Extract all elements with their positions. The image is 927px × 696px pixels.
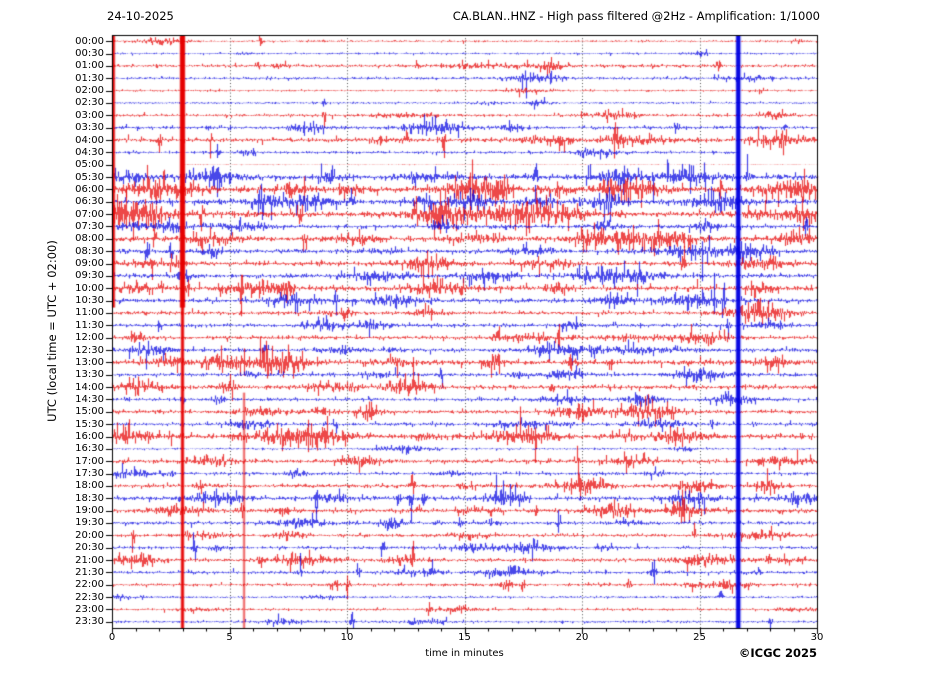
y-tick-label: 08:30 xyxy=(75,245,104,257)
x-tick-labels: 0 5 10 15 20 25 30 xyxy=(0,632,927,646)
x-tick-label: 25 xyxy=(693,632,706,643)
y-tick-label: 09:00 xyxy=(75,258,104,270)
y-tick-label: 22:30 xyxy=(75,591,104,603)
y-tick-label: 23:00 xyxy=(75,603,104,615)
y-tick-label: 17:00 xyxy=(75,455,104,467)
y-tick-label: 12:30 xyxy=(75,344,104,356)
y-tick-label: 11:00 xyxy=(75,307,104,319)
y-tick-label: 06:30 xyxy=(75,196,104,208)
y-tick-label: 21:00 xyxy=(75,554,104,566)
y-tick-label: 08:00 xyxy=(75,233,104,245)
y-tick-label: 00:00 xyxy=(75,35,104,47)
y-tick-label: 02:30 xyxy=(75,97,104,109)
y-tick-label: 19:00 xyxy=(75,505,104,517)
y-tick-label: 18:00 xyxy=(75,480,104,492)
y-tick-labels: 00:00 00:30 01:00 01:30 02:00 02:30 03:00 03:30… xyxy=(62,0,104,696)
y-tick-label: 09:30 xyxy=(75,270,104,282)
x-axis-label: time in minutes xyxy=(425,648,504,659)
y-axis-label: UTC (local time = UTC + 02:00) xyxy=(45,240,59,422)
plot-date: 24-10-2025 xyxy=(107,9,174,23)
y-tick-label: 16:00 xyxy=(75,431,104,442)
y-tick-label: 10:30 xyxy=(75,295,104,307)
y-tick-label: 01:30 xyxy=(75,72,104,84)
y-tick-label: 15:30 xyxy=(75,418,104,430)
x-tick-label: 5 xyxy=(226,632,233,643)
y-tick-label: 21:30 xyxy=(75,566,104,578)
x-tick-label: 10 xyxy=(340,632,354,643)
y-tick-label: 17:30 xyxy=(75,468,104,480)
y-tick-label: 04:30 xyxy=(75,146,104,158)
y-tick-label: 15:00 xyxy=(75,406,104,418)
plot-title: CA.BLAN..HNZ - High pass filtered @2Hz -… xyxy=(452,9,820,23)
y-tick-label: 05:30 xyxy=(75,171,104,183)
y-tick-label: 00:30 xyxy=(75,48,104,60)
copyright-label: ©ICGC 2025 xyxy=(738,646,817,660)
y-tick-label: 07:30 xyxy=(75,220,104,232)
y-tick-label: 12:00 xyxy=(75,332,104,344)
y-tick-label: 16:30 xyxy=(75,443,104,455)
y-tick-label: 22:00 xyxy=(75,579,104,591)
y-tick-label: 14:30 xyxy=(75,393,104,405)
x-tick-label: 15 xyxy=(458,632,471,643)
y-tick-label: 02:00 xyxy=(75,85,104,97)
y-tick-label: 03:00 xyxy=(75,109,104,121)
y-tick-label: 23:30 xyxy=(75,616,104,628)
y-tick-label: 13:00 xyxy=(75,356,104,368)
y-tick-label: 05:00 xyxy=(75,159,104,171)
y-tick-label: 13:30 xyxy=(75,369,104,381)
y-tick-label: 19:30 xyxy=(75,517,104,529)
y-tick-label: 01:00 xyxy=(75,60,104,72)
x-tick-label: 20 xyxy=(575,632,589,643)
y-tick-label: 20:30 xyxy=(75,542,104,554)
x-tick-label: 30 xyxy=(810,632,824,643)
y-tick-label: 18:30 xyxy=(75,492,104,504)
y-tick-label: 11:30 xyxy=(75,319,104,331)
y-tick-label: 06:00 xyxy=(75,183,104,195)
y-tick-label: 03:30 xyxy=(75,122,104,134)
y-tick-label: 20:00 xyxy=(75,529,104,541)
y-tick-label: 04:00 xyxy=(75,134,104,146)
y-tick-label: 14:00 xyxy=(75,381,104,393)
y-tick-label: 07:00 xyxy=(75,208,104,220)
y-tick-label: 10:00 xyxy=(75,282,104,294)
x-tick-label: 0 xyxy=(108,632,116,643)
